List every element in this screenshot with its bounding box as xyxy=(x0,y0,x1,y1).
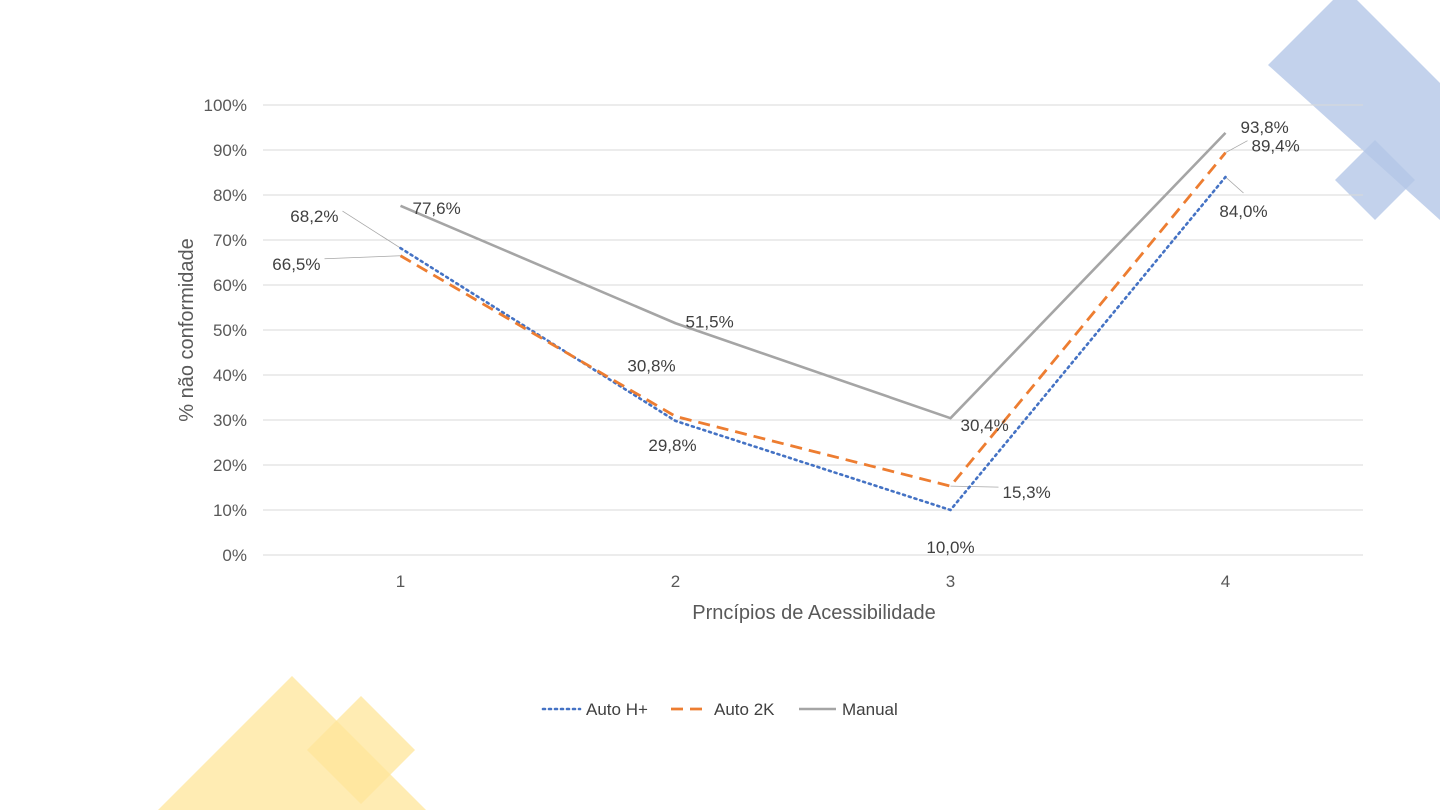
line-chart: 0% 10% 20% 30% 40% 50% 60% 70% 80% 90% 100% 1 2 3 4 6… xyxy=(176,96,1363,719)
y-tick-label: 30% xyxy=(213,411,247,430)
x-tick-label: 3 xyxy=(946,572,955,591)
x-axis-ticks: 1 2 3 4 xyxy=(396,572,1230,591)
series-line-auto-2k xyxy=(399,151,1227,488)
decor-diamond-small-blue xyxy=(1335,140,1415,220)
y-tick-label: 50% xyxy=(213,321,247,340)
data-label: 66,5% xyxy=(272,255,320,274)
data-label: 30,8% xyxy=(627,356,675,375)
y-tick-label: 0% xyxy=(222,546,247,565)
data-label: 30,4% xyxy=(961,416,1009,435)
y-tick-label: 40% xyxy=(213,366,247,385)
label-leader-line xyxy=(950,485,999,488)
series-line-manual xyxy=(399,131,1227,420)
label-leader-line xyxy=(324,255,401,260)
y-tick-label: 100% xyxy=(204,96,247,115)
data-labels: 68,2% 29,8% 10,0% 84,0% 66,5% 30,8% 15,3% 89,4%… xyxy=(272,118,1299,557)
data-label: 84,0% xyxy=(1219,202,1267,221)
label-leader-line xyxy=(1225,140,1248,154)
y-tick-label: 60% xyxy=(213,276,247,295)
y-axis-ticks: 0% 10% 20% 30% 40% 50% 60% 70% 80% 90% 100% xyxy=(204,96,247,565)
label-leader-lines xyxy=(324,140,1248,488)
data-label: 29,8% xyxy=(648,436,696,455)
series-lines xyxy=(399,131,1227,512)
x-tick-label: 4 xyxy=(1221,572,1230,591)
data-label: 68,2% xyxy=(290,207,338,226)
x-tick-label: 2 xyxy=(671,572,680,591)
data-label: 10,0% xyxy=(926,538,974,557)
data-label: 77,6% xyxy=(413,199,461,218)
decorative-shapes xyxy=(158,0,1440,810)
data-label: 93,8% xyxy=(1241,118,1289,137)
data-label: 15,3% xyxy=(1003,483,1051,502)
legend-entry-label: Manual xyxy=(842,700,898,719)
y-tick-label: 20% xyxy=(213,456,247,475)
y-tick-label: 90% xyxy=(213,141,247,160)
legend-entry-label: Auto H+ xyxy=(586,700,648,719)
gridlines xyxy=(263,104,1363,556)
y-tick-label: 70% xyxy=(213,231,247,250)
y-axis-title: % não conformidade xyxy=(176,238,198,421)
legend-entry-label: Auto 2K xyxy=(714,700,775,719)
legend: Auto H+ Auto 2K Manual xyxy=(541,700,898,719)
series-line-auto-h- xyxy=(399,175,1227,512)
x-tick-label: 1 xyxy=(396,572,405,591)
decor-diamond-small-yellow xyxy=(307,696,415,804)
y-tick-label: 10% xyxy=(213,501,247,520)
x-axis-title: Prncípios de Acessibilidade xyxy=(692,602,935,624)
label-leader-line xyxy=(1225,176,1244,194)
data-label: 51,5% xyxy=(686,312,734,331)
data-label: 89,4% xyxy=(1252,137,1300,156)
y-tick-label: 80% xyxy=(213,186,247,205)
label-leader-line xyxy=(342,210,401,249)
